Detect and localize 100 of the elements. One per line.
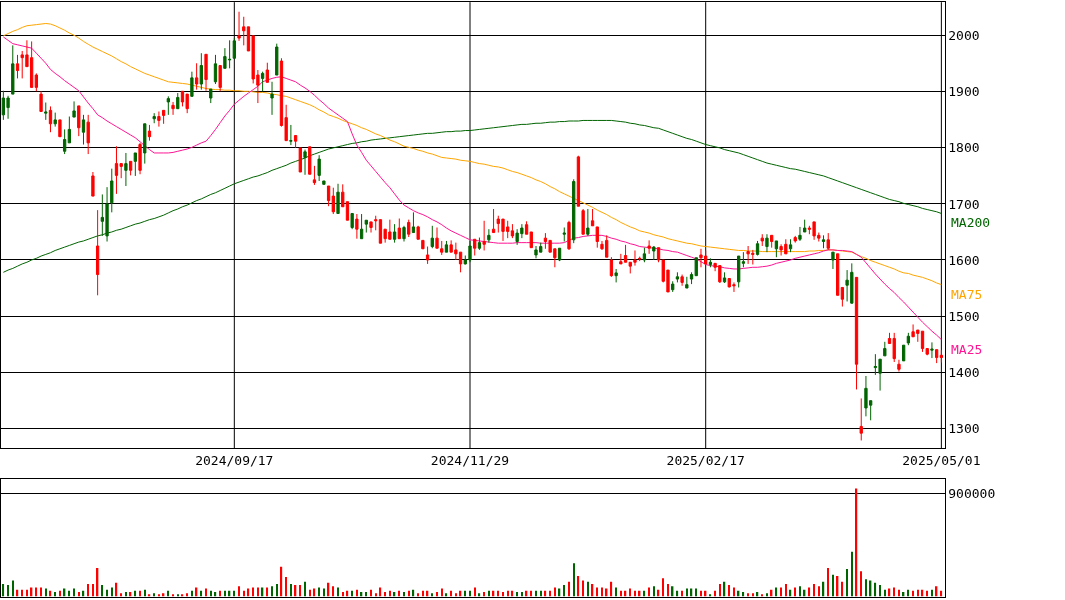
candlestick	[864, 375, 868, 417]
candlestick	[289, 124, 293, 146]
bar	[714, 590, 716, 597]
candlestick	[803, 219, 807, 233]
candlestick	[67, 116, 71, 144]
candlestick	[765, 233, 769, 253]
bar	[912, 590, 914, 597]
y-tick-label: 1300	[948, 420, 980, 436]
bar	[219, 590, 221, 597]
x-tick-label: 2024/09/17	[195, 452, 274, 468]
candlestick	[58, 119, 62, 138]
bar	[497, 590, 499, 597]
bar	[530, 590, 532, 597]
candlestick	[199, 52, 203, 91]
candlestick	[902, 344, 906, 362]
candlestick	[213, 54, 218, 85]
candlestick	[77, 105, 81, 137]
candlestick	[176, 92, 180, 110]
bar	[582, 580, 584, 597]
bar	[780, 587, 782, 597]
candlestick	[906, 332, 911, 346]
bar	[276, 583, 278, 597]
x-tick-label: 2025/02/17	[666, 452, 745, 468]
y-tick-label: 1800	[948, 140, 980, 156]
candlestick	[204, 53, 208, 92]
candlestick	[699, 248, 703, 268]
candlestick	[171, 101, 175, 116]
candlestick	[836, 253, 840, 296]
candlestick	[510, 223, 515, 239]
candlestick	[114, 145, 119, 195]
candlestick	[930, 341, 934, 359]
candlestick	[831, 251, 835, 270]
candlestick	[557, 247, 562, 262]
candlestick	[6, 95, 10, 120]
bar	[243, 590, 245, 597]
candlestick	[402, 225, 406, 243]
bar	[337, 587, 339, 597]
candlestick	[425, 246, 430, 265]
bar	[813, 583, 815, 597]
bar	[620, 590, 622, 597]
candlestick	[124, 152, 128, 187]
candlestick	[897, 359, 901, 373]
candlestick	[350, 212, 354, 230]
bar	[681, 590, 683, 597]
candlestick	[95, 209, 100, 296]
candlestick	[722, 271, 727, 284]
candlestick	[821, 234, 826, 249]
y-tick-label: 2000	[948, 28, 980, 44]
bar	[87, 583, 89, 597]
bar	[40, 587, 42, 597]
candlestick	[708, 257, 713, 268]
x-tick-label: 2024/11/29	[430, 452, 510, 468]
candlestick	[81, 114, 86, 146]
candlestick	[430, 225, 434, 249]
bar	[12, 580, 14, 597]
bar	[535, 590, 537, 597]
candlestick	[397, 218, 401, 240]
candlestick	[774, 240, 779, 258]
bar	[648, 587, 650, 597]
candlestick	[157, 110, 161, 128]
candlestick	[878, 358, 882, 392]
bar	[92, 583, 94, 597]
candlestick	[421, 239, 425, 250]
candlestick	[11, 44, 15, 95]
candlestick	[770, 234, 774, 249]
candlestick	[218, 65, 222, 92]
candlestick	[444, 240, 449, 253]
bar	[865, 579, 867, 597]
series-label: MA75	[951, 287, 983, 302]
series-label: MA200	[951, 215, 991, 230]
bar	[577, 575, 580, 597]
candlestick	[473, 238, 477, 257]
y-tick-label: 900000	[948, 485, 996, 501]
bar	[101, 585, 104, 597]
candlestick	[364, 219, 368, 234]
bar	[111, 587, 113, 597]
line-series	[2, 119, 942, 273]
candlestick	[308, 146, 312, 175]
candlestick	[741, 251, 746, 268]
candlestick	[48, 105, 53, 133]
candlestick	[293, 134, 298, 149]
bar	[257, 587, 259, 597]
bar	[785, 583, 787, 597]
candlestick	[671, 280, 675, 293]
candlestick	[840, 286, 845, 308]
candlestick	[260, 71, 265, 92]
candlestick	[567, 220, 571, 251]
candlestick	[543, 232, 548, 250]
candlestick	[336, 183, 340, 214]
candlestick	[411, 211, 416, 234]
candlestick	[298, 147, 302, 173]
candlestick	[147, 124, 152, 142]
candlestick	[788, 238, 793, 253]
bar	[832, 574, 834, 597]
candlestick	[798, 226, 802, 242]
candlestick	[935, 349, 939, 364]
line-series	[2, 23, 942, 286]
bar	[653, 586, 655, 597]
bar	[285, 577, 287, 597]
candlestick	[609, 256, 614, 278]
